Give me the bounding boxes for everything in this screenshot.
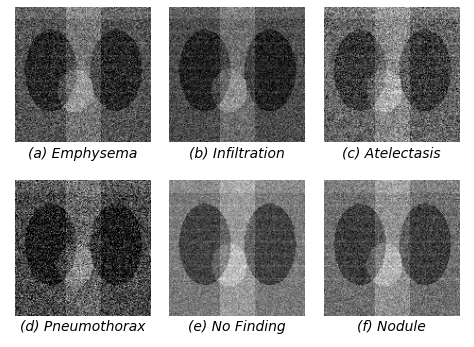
X-axis label: (e) No Finding: (e) No Finding bbox=[188, 320, 286, 334]
X-axis label: (f) Nodule: (f) Nodule bbox=[357, 320, 426, 334]
X-axis label: (b) Infiltration: (b) Infiltration bbox=[189, 146, 285, 161]
X-axis label: (a) Emphysema: (a) Emphysema bbox=[27, 146, 137, 161]
X-axis label: (c) Atelectasis: (c) Atelectasis bbox=[342, 146, 441, 161]
X-axis label: (d) Pneumothorax: (d) Pneumothorax bbox=[19, 320, 145, 334]
